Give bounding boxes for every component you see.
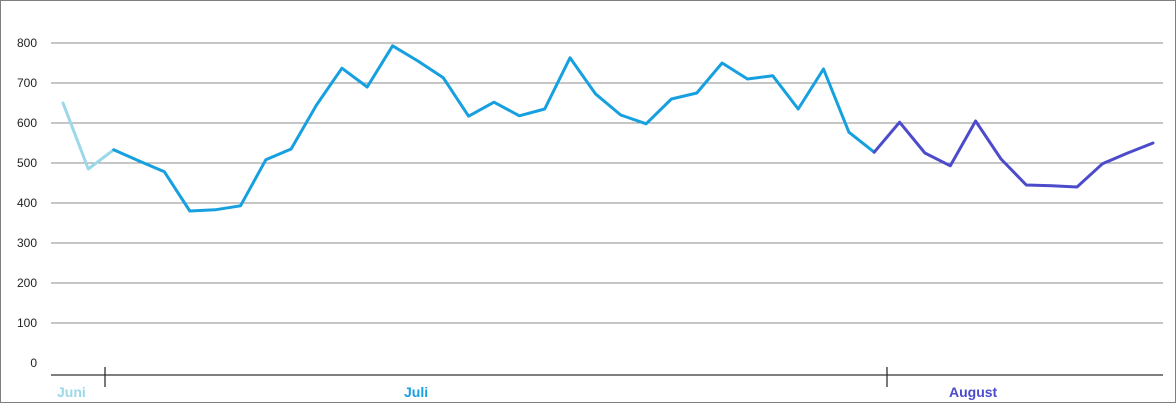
series-lines [61, 44, 1155, 213]
y-axis-ticks: 0 100 200 300 400 500 600 700 800 [17, 36, 37, 370]
y-tick-label-100: 100 [17, 316, 37, 330]
y-tick-label-300: 300 [17, 236, 37, 250]
y-tick-label-600: 600 [17, 116, 37, 130]
y-tick-label-400: 400 [17, 196, 37, 210]
series-line-juni [61, 101, 116, 171]
x-axis [51, 367, 1163, 387]
series-line-august [872, 119, 1155, 189]
y-tick-label-200: 200 [17, 276, 37, 290]
grid-lines [51, 42, 1163, 324]
series-line-juli [112, 44, 876, 213]
y-tick-label-700: 700 [17, 76, 37, 90]
month-labels: Juni Juli August [57, 384, 998, 400]
month-label-juni: Juni [57, 384, 86, 400]
month-label-august: August [949, 384, 998, 400]
y-tick-label-500: 500 [17, 156, 37, 170]
month-label-juli: Juli [404, 384, 428, 400]
y-tick-label-0: 0 [30, 356, 37, 370]
y-tick-label-800: 800 [17, 36, 37, 50]
